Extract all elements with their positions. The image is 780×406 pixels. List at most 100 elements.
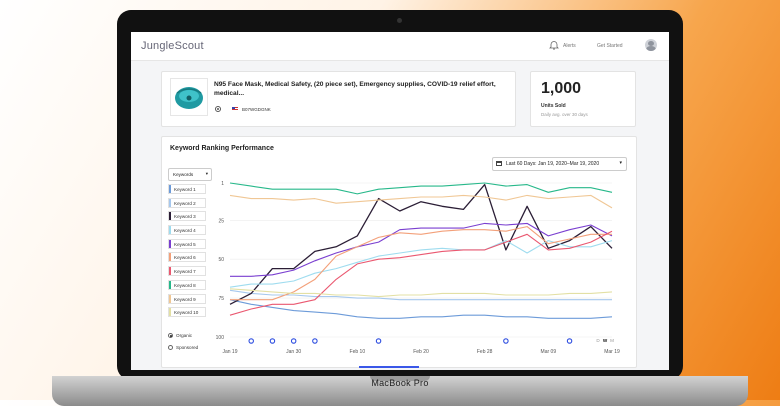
keyword-color-swatch	[169, 185, 171, 193]
keyword-item[interactable]: Keyword 9	[168, 293, 206, 304]
keyword-color-swatch	[169, 212, 171, 221]
granularity-toggle-m[interactable]: M	[610, 338, 614, 343]
scroll-indicator[interactable]	[359, 366, 419, 368]
product-asin: B07WGDGNK	[242, 107, 271, 112]
x-tick-label: Feb 20	[413, 349, 429, 355]
x-tick-label: Jan 19	[222, 349, 237, 355]
product-card: N95 Face Mask, Medical Safety, (20 piece…	[161, 71, 516, 127]
radio-selected-icon	[168, 333, 173, 339]
x-tick-label: Mar 09	[541, 349, 557, 355]
granularity-toggle-d[interactable]: D	[596, 338, 600, 343]
keyword-item[interactable]: Keyword 3	[168, 211, 206, 222]
keyword-item[interactable]: Keyword 1	[168, 184, 206, 194]
series-line-keyword-6	[230, 226, 612, 301]
laptop-base: MacBook Pro	[52, 376, 748, 406]
keyword-label: Keyword 4	[174, 228, 196, 234]
organic-option[interactable]: Organic	[168, 333, 193, 339]
keyword-label: Keyword 1	[174, 187, 196, 192]
x-tick-label: Jan 30	[286, 349, 301, 355]
series-line-keyword-1	[229, 299, 613, 319]
product-title: N95 Face Mask, Medical Safety, (20 piece…	[214, 81, 496, 97]
laptop-notch	[370, 376, 430, 381]
card-title: Keyword Ranking Performance	[170, 145, 274, 152]
series-line-keyword-5	[230, 222, 613, 277]
laptop-screen: JungleScout Alerts Get Started N95 Face …	[131, 32, 669, 370]
date-range-value: Last 60 Days: Jan 19, 2020–Mar 19, 2020	[506, 161, 600, 167]
get-started-link[interactable]: Get Started	[597, 43, 623, 49]
x-tick-label: Feb 10	[350, 349, 366, 355]
sponsored-option[interactable]: Sponsored	[168, 345, 199, 351]
keyword-item[interactable]: Keyword 6	[168, 252, 206, 263]
keyword-item[interactable]: Keyword 4	[168, 225, 206, 236]
y-tick-label: 1	[221, 181, 224, 187]
laptop-label: MacBook Pro	[371, 378, 429, 388]
y-tick-label: 75	[218, 296, 224, 302]
app-logo[interactable]: JungleScout	[141, 40, 204, 52]
event-marker	[269, 338, 276, 344]
keyword-label: Keyword 10	[174, 310, 199, 316]
series-line-keyword-9	[229, 194, 613, 209]
product-select-radio[interactable]	[215, 106, 221, 112]
chevron-down-icon: ▾	[619, 160, 622, 166]
keyword-color-swatch	[169, 267, 171, 276]
series-line-keyword-3	[229, 183, 613, 305]
laptop-lid: JungleScout Alerts Get Started N95 Face …	[117, 10, 683, 380]
keyword-label: Keyword 3	[174, 214, 196, 220]
y-tick-label: 50	[218, 257, 224, 263]
series-line-keyword-4	[229, 240, 613, 288]
x-tick-label: Mar 19	[604, 349, 620, 355]
keyword-label: Keyword 2	[174, 200, 196, 206]
camera	[397, 18, 402, 23]
units-sold-sublabel: Daily avg. over 30 days	[541, 112, 588, 117]
keyword-color-swatch	[169, 308, 171, 317]
units-sold-card: 1,000 Units Sold Daily avg. over 30 days	[530, 71, 636, 127]
keyword-ranking-card: Keyword Ranking Performance Last 60 Days…	[161, 136, 637, 368]
keyword-label: Keyword 6	[174, 255, 196, 261]
keyword-color-swatch	[169, 198, 171, 207]
keyword-item[interactable]: Keyword 2	[168, 197, 206, 208]
organic-label: Organic	[176, 333, 193, 338]
keyword-color-swatch	[169, 294, 171, 303]
keyword-label: Keyword 5	[174, 241, 196, 247]
series-line-keyword-8	[229, 182, 613, 195]
x-tick-label: Feb 28	[477, 349, 493, 355]
event-marker	[248, 338, 254, 344]
keyword-label: Keyword 7	[174, 269, 196, 275]
chevron-down-icon: ▾	[205, 171, 208, 176]
keywords-dropdown[interactable]: Keywords ▾	[168, 168, 212, 181]
keyword-list: Keyword 1 Keyword 2 Keyword 3 Keyword 4 Keyw…	[168, 184, 206, 321]
keyword-item[interactable]: Keyword 5	[168, 238, 206, 249]
keywords-dropdown-label: Keywords	[173, 172, 194, 177]
units-sold-label: Units Sold	[541, 103, 566, 109]
avatar[interactable]	[645, 39, 657, 51]
y-tick-label: 100	[216, 335, 225, 341]
keyword-color-swatch	[169, 280, 171, 289]
sponsored-label: Sponsored	[176, 345, 199, 350]
keyword-color-swatch	[169, 239, 171, 248]
event-marker	[566, 338, 573, 344]
series-line-keyword-7	[229, 230, 613, 316]
event-marker	[312, 338, 318, 344]
event-marker	[290, 338, 297, 344]
keyword-item[interactable]: Keyword 8	[168, 279, 206, 290]
radio-unselected-icon	[168, 345, 173, 351]
event-marker	[375, 338, 382, 344]
date-range-select[interactable]: Last 60 Days: Jan 19, 2020–Mar 19, 2020 …	[492, 157, 627, 171]
granularity-toggle-w[interactable]: W	[603, 338, 608, 343]
ranking-line-chart: 1 25 50 75 100 Jan 19 Jan 30 Feb 10 Feb 20 Feb 28…	[216, 181, 620, 355]
keyword-item[interactable]: Keyword 7	[168, 266, 206, 277]
units-sold-value: 1,000	[541, 80, 582, 97]
product-image	[170, 78, 208, 116]
series-line-keyword-2	[229, 289, 612, 301]
us-flag-icon	[232, 107, 238, 111]
keyword-item[interactable]: Keyword 10	[168, 307, 206, 318]
series-line-keyword-10	[229, 288, 613, 298]
alerts-link[interactable]: Alerts	[563, 43, 576, 49]
y-tick-label: 25	[218, 218, 224, 224]
bell-icon[interactable]	[549, 40, 559, 50]
keyword-color-swatch	[169, 253, 171, 262]
keyword-label: Keyword 9	[174, 296, 196, 302]
calendar-icon	[496, 161, 502, 166]
app-header: JungleScout Alerts Get Started	[131, 32, 669, 61]
keyword-label: Keyword 8	[174, 282, 196, 288]
